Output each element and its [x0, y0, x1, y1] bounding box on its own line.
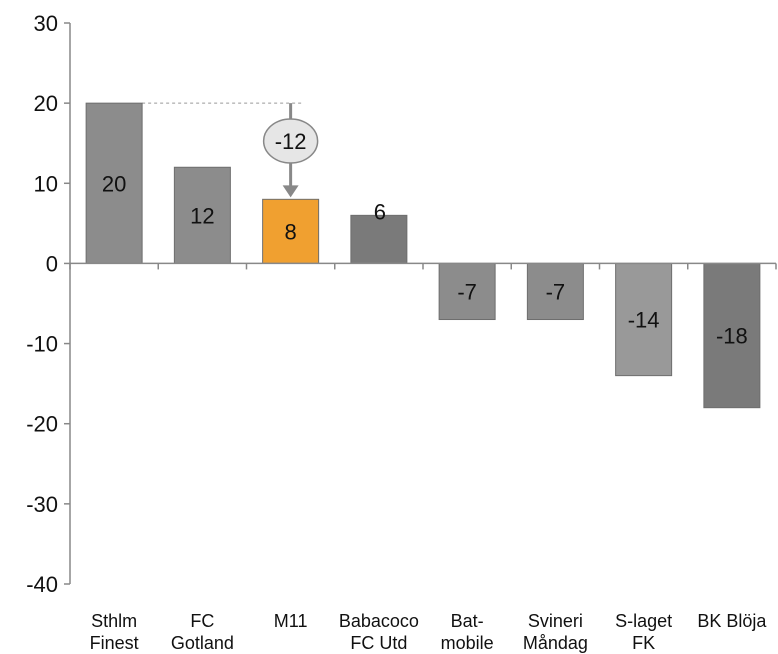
bar — [615, 262, 673, 377]
bar-value-labels: 20 12 8 6 -7 -7 -14 -18 — [102, 171, 748, 348]
category-label: S-laget FK — [615, 611, 672, 653]
bar — [526, 262, 584, 321]
x-axis — [69, 262, 777, 270]
bar-value-label: 20 — [102, 171, 126, 196]
bar-value-label: 12 — [190, 203, 214, 228]
category-label: Svineri Måndag — [523, 611, 588, 653]
bar — [85, 102, 143, 264]
y-tick-label: -40 — [26, 572, 58, 597]
y-tick-label: 20 — [34, 91, 58, 116]
bar — [173, 166, 231, 264]
annotation-arrow-head — [282, 185, 299, 198]
category-labels: Sthlm Finest FC Gotland M11 Babacoco FC Utd Bat… — [90, 611, 768, 653]
category-label: FC Gotland — [171, 611, 234, 653]
bar — [438, 262, 496, 321]
bar-value-label: -18 — [716, 324, 748, 349]
bars — [85, 102, 761, 409]
difference-annotation: -12 — [262, 103, 319, 198]
bar — [703, 262, 761, 409]
y-axis: 30 20 10 0 -10 -20 -30 -40 — [26, 11, 71, 597]
bar-value-label: -7 — [457, 279, 477, 304]
y-tick-label: -20 — [26, 412, 58, 437]
y-tick-label: 30 — [34, 11, 58, 36]
annotation-label: -12 — [275, 129, 307, 154]
category-label: Babacoco FC Utd — [339, 611, 419, 653]
category-label: M11 — [274, 611, 308, 631]
annotation-bubble — [262, 118, 319, 164]
y-tick-label: 10 — [34, 171, 58, 196]
category-label: Sthlm Finest — [90, 611, 139, 653]
y-tick-label: 0 — [46, 251, 58, 276]
y-tick-label: -30 — [26, 492, 58, 517]
bar-value-label: 6 — [374, 199, 386, 224]
bar-value-label: 8 — [285, 219, 297, 244]
bar — [350, 214, 408, 264]
category-label: Bat-mobile — [441, 611, 494, 653]
category-label: BK Blöja — [697, 611, 767, 631]
y-tick-label: -10 — [26, 332, 58, 357]
bar-value-label: -7 — [546, 279, 566, 304]
bar-value-label: -14 — [628, 308, 660, 333]
